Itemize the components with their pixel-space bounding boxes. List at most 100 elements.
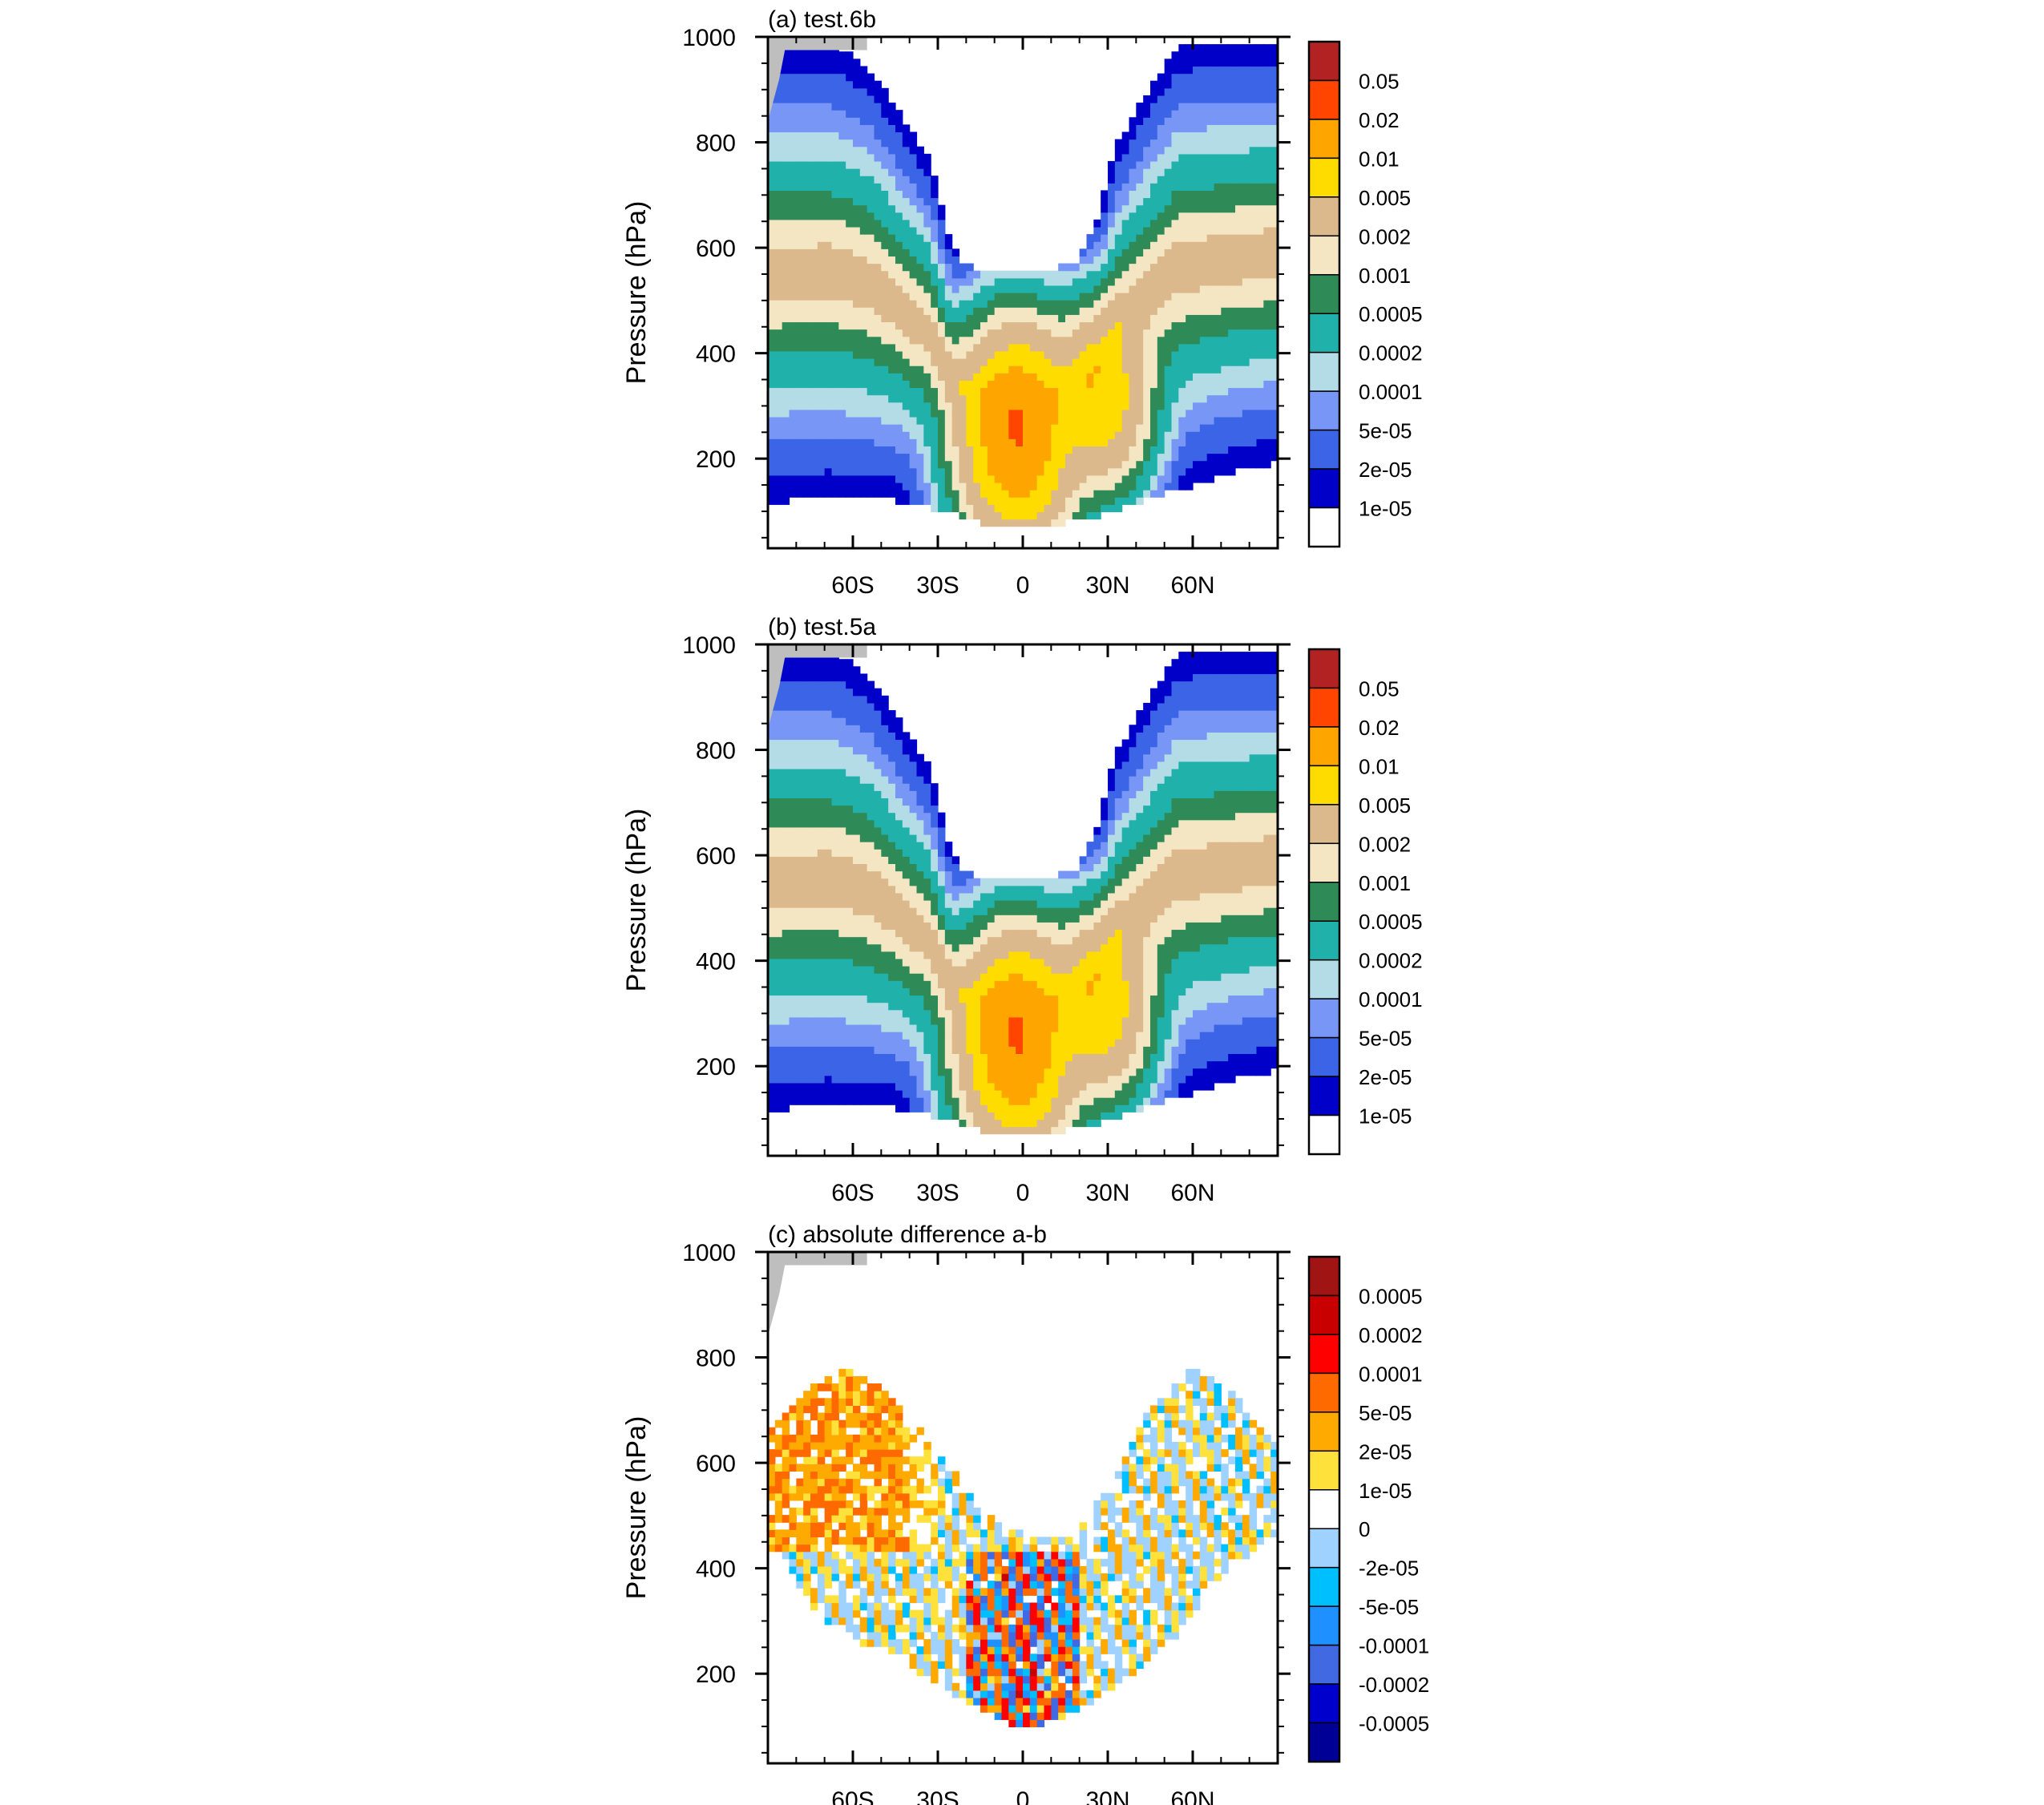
panel-a-colorbar-box [1308,157,1340,198]
panel-a-y-tick-label: 1000 [682,25,736,51]
panel-a-colorbar: 0.05 0.02 0.01 0.005 0.002 0.001 0.0005 0.0002 0… [1307,40,1423,548]
panel-b-plot-area [768,644,1278,1135]
panel-a-x-tick-label: 0 [1016,572,1030,599]
panel-a-colorbar-box [1308,41,1340,82]
panel-b-colorbar-box [1308,998,1340,1039]
panel-b-colorbar-label: 0.01 [1359,754,1400,778]
panel-c-x-tick-label: 30N [1085,1787,1129,1805]
panel-c-colorbar-label: -0.0005 [1359,1712,1429,1736]
panel-a-colorbar-label: 0.0005 [1359,302,1423,326]
panel-a-field [768,37,1278,527]
panel-c-axes: 60S 30S 0 30N 60N 200 400 600 800 1000 [682,1240,1291,1805]
panel-c-colorbar-label: 0.0005 [1359,1284,1423,1308]
panel-a-colorbar-label: 0.05 [1359,69,1400,93]
panel-a-ylabel: Pressure (hPa) [621,201,652,385]
panel-c-colorbar-box [1308,1411,1340,1452]
panel-c-y-tick-label: 800 [696,1346,736,1372]
panel-a-colorbar-label: 1e-05 [1359,497,1412,521]
panel-a-colorbar-box [1308,196,1340,237]
panel-b-colorbar-label: 0.002 [1359,832,1411,856]
panel-b-colorbar-box [1308,648,1340,689]
panel-b-colorbar-box [1308,687,1340,728]
panel-b-x-tick-label: 0 [1016,1180,1030,1206]
panel-c-colorbar-label: 5e-05 [1359,1401,1412,1425]
panel-c-missing-region [768,1252,867,1337]
panel-b-colorbar-label: 0.0005 [1359,910,1423,934]
panel-b-axes: 60S 30S 0 30N 60N 200 400 600 800 1000 [682,632,1291,1206]
panel-a-colorbar-frame [1307,40,1341,548]
panel-a-x-tick-label: 30S [916,572,959,599]
panel-c-colorbar-box [1308,1489,1340,1529]
panel-c-title: (c) absolute difference a-b [768,1222,1047,1248]
panel-a-colorbar-box [1308,79,1340,120]
panel-b-colorbar-label: 0.001 [1359,871,1411,895]
panel-b-colorbar-box [1308,804,1340,845]
panel-c-colorbar-box [1308,1722,1340,1763]
panel-a-plot-area [768,37,1278,527]
panel-b-colorbar-box [1308,842,1340,883]
panel-c-colorbar-label: 0 [1359,1517,1370,1541]
panel-b-ylabel: Pressure (hPa) [621,809,652,992]
panel-a-colorbar-box [1308,313,1340,353]
panel-a-x-tick-label: 30N [1085,572,1129,599]
panel-c-colorbar-label: -0.0002 [1359,1673,1429,1697]
panel-b-missing-region [768,644,867,729]
panel-c-colorbar-box [1308,1644,1340,1685]
panel-a-title: (a) test.6b [768,6,876,33]
panel-b-colorbar-label: 0.05 [1359,676,1400,701]
panel-a-colorbar-label: 0.002 [1359,224,1411,248]
panel-b-x-tick-label: 60N [1170,1180,1214,1206]
panel-b-colorbar-label: 0.005 [1359,793,1411,818]
panel-a-colorbar-box [1308,507,1340,547]
panel-c-colorbar-label: 1e-05 [1359,1479,1412,1503]
panel-a: (a) test.6b 60S 30S 0 30N 60N 200 400 600 800 100… [621,6,1423,599]
panel-c-colorbar-frame [1307,1255,1341,1763]
panel-b-colorbar-box [1308,765,1340,806]
panel-c-plot-area [768,1252,1278,1728]
panel-a-colorbar-label: 0.005 [1359,186,1411,210]
panel-a-colorbar-label: 0.02 [1359,108,1400,132]
panel-c-y-tick-label: 600 [696,1451,736,1477]
panel-a-colorbar-box [1308,390,1340,431]
panel-c-y-tick-label: 1000 [682,1240,736,1266]
panel-b-colorbar-label: 2e-05 [1359,1065,1412,1089]
panel-b-colorbar-label: 5e-05 [1359,1027,1412,1051]
panel-b-colorbar-box [1308,726,1340,767]
panel-a-y-tick-label: 600 [696,236,736,262]
panel-c-field [768,1252,1278,1728]
panel-b-y-tick-label: 400 [696,949,736,975]
panel-a-colorbar-box [1308,468,1340,509]
panel-c-colorbar-label: -5e-05 [1359,1595,1419,1619]
panel-b-field [768,644,1278,1135]
panel-a-colorbar-box [1308,351,1340,392]
panel-b-colorbar-label: 0.0001 [1359,987,1423,1012]
panel-c-colorbar-box [1308,1372,1340,1413]
panel-a-missing-region [768,37,867,122]
panel-a-y-tick-label: 800 [696,131,736,157]
panel-c-colorbar-box [1308,1334,1340,1375]
panel-c-colorbar-box [1308,1528,1340,1569]
panel-a-x-tick-label: 60N [1170,572,1214,599]
panel-c-colorbar-label: -2e-05 [1359,1557,1419,1581]
panel-c-colorbar-label: -0.0001 [1359,1634,1429,1658]
panel-a-colorbar-label: 0.001 [1359,264,1411,288]
panel-a-colorbar-box [1308,274,1340,314]
panel-c-x-tick-label: 0 [1016,1787,1030,1805]
panel-a-x-tick-label: 60S [831,572,874,599]
panel-b-colorbar-label: 0.02 [1359,716,1400,740]
panel-c-colorbar-box [1308,1566,1340,1607]
panel-c-y-tick-label: 400 [696,1557,736,1583]
panel-c-x-tick-label: 30S [916,1787,959,1805]
panel-c-colorbar-label: 2e-05 [1359,1440,1412,1464]
panel-c-colorbar-label: 0.0001 [1359,1362,1423,1386]
panel-a-colorbar-label: 2e-05 [1359,458,1412,482]
panel-b-colorbar-box [1308,1076,1340,1117]
panel-c-colorbar-box [1308,1683,1340,1724]
panel-b-colorbar-box [1308,959,1340,999]
panel-a-y-tick-label: 400 [696,341,736,368]
panel-a-y-tick-label: 200 [696,446,736,473]
panel-b-x-tick-label: 60S [831,1180,874,1206]
panel-b-x-tick-label: 30S [916,1180,959,1206]
panel-b-y-tick-label: 800 [696,738,736,765]
